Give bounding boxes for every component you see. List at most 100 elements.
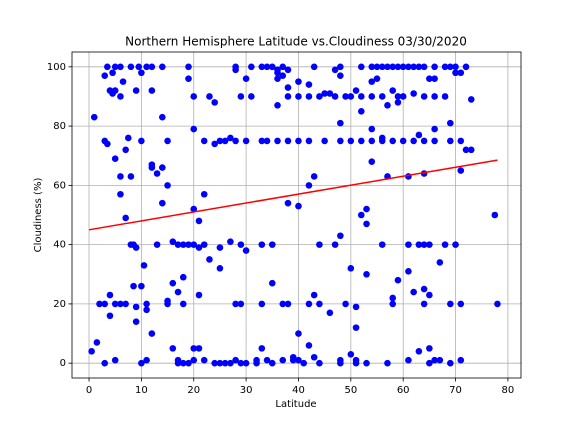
point [347, 93, 355, 100]
point [462, 63, 470, 71]
point [138, 69, 145, 77]
point [394, 99, 402, 106]
point [305, 81, 313, 88]
point [447, 63, 454, 71]
point [295, 330, 302, 337]
point [96, 300, 103, 308]
point [305, 137, 313, 145]
point [258, 241, 266, 248]
point [117, 63, 124, 71]
point [441, 241, 449, 248]
point [274, 69, 281, 77]
point [389, 300, 397, 308]
point [248, 93, 255, 100]
point [127, 63, 135, 71]
point [195, 217, 203, 225]
point [295, 93, 302, 100]
point [457, 69, 465, 77]
point [263, 137, 271, 145]
point [295, 78, 302, 85]
point [111, 63, 119, 71]
plot-frame [71, 51, 522, 379]
point [394, 63, 402, 71]
point [357, 137, 365, 145]
regression-line [88, 159, 498, 231]
x-tick-label: 70 [449, 385, 462, 396]
point [237, 359, 245, 367]
point [159, 164, 166, 171]
point [106, 312, 114, 320]
point [200, 241, 208, 248]
point [310, 291, 318, 299]
point [169, 279, 177, 287]
point [326, 90, 334, 97]
point [467, 96, 475, 103]
point [394, 276, 402, 284]
point [420, 63, 428, 71]
point [368, 63, 376, 71]
point [295, 137, 302, 145]
point [216, 137, 224, 145]
point [274, 102, 281, 109]
point [279, 63, 287, 71]
point [415, 131, 423, 139]
x-tick-label: 30 [240, 385, 253, 396]
point [111, 356, 119, 364]
point [124, 134, 132, 142]
point [190, 93, 198, 100]
point [363, 359, 370, 367]
point [117, 173, 124, 180]
point [268, 63, 276, 71]
point [164, 300, 171, 308]
point [242, 247, 250, 254]
point [159, 199, 166, 207]
point [159, 113, 166, 121]
point [410, 63, 417, 71]
point [410, 137, 417, 145]
point [342, 300, 349, 308]
point [337, 359, 344, 367]
point [274, 75, 281, 82]
point [211, 359, 218, 367]
point [426, 75, 433, 82]
point [305, 93, 313, 100]
point [211, 99, 218, 106]
point [101, 300, 109, 308]
point [457, 167, 465, 174]
point [378, 137, 386, 145]
point [190, 205, 198, 213]
point [426, 345, 433, 352]
point [216, 244, 224, 251]
point [305, 342, 313, 349]
point [331, 241, 339, 248]
point [331, 66, 339, 74]
point [378, 63, 386, 71]
point [164, 182, 171, 189]
point [104, 140, 111, 148]
point [109, 69, 116, 77]
point [284, 300, 292, 308]
point [143, 356, 150, 364]
point [410, 90, 417, 97]
point [258, 300, 266, 308]
point [284, 66, 292, 74]
point [405, 241, 412, 248]
point [164, 137, 171, 145]
point [122, 214, 129, 222]
point [190, 345, 198, 352]
point [195, 244, 203, 251]
point [284, 137, 292, 145]
point [279, 72, 287, 80]
point [467, 146, 475, 154]
point [337, 137, 344, 145]
point [399, 63, 407, 71]
point [378, 241, 386, 248]
point [405, 268, 412, 275]
point [138, 359, 145, 367]
point [494, 300, 501, 308]
point [284, 93, 292, 100]
point [431, 356, 438, 364]
y-tick-label: 40 [53, 240, 66, 251]
